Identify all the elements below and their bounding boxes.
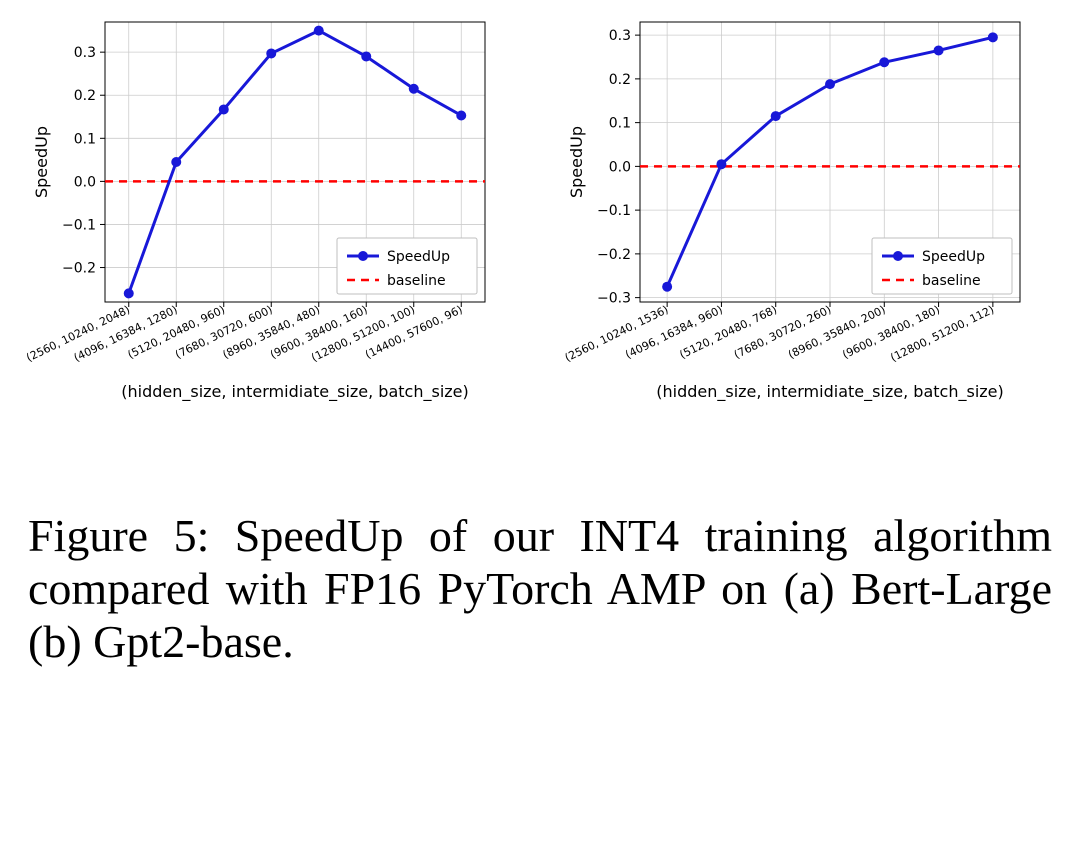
speedup-marker bbox=[771, 111, 781, 121]
speedup-marker bbox=[456, 110, 466, 120]
ytick-label: −0.1 bbox=[62, 217, 96, 233]
chart-a-cell: −0.2−0.10.00.10.20.3(2560, 10240, 2048)(… bbox=[20, 10, 525, 430]
speedup-marker bbox=[825, 79, 835, 89]
charts-row: −0.2−0.10.00.10.20.3(2560, 10240, 2048)(… bbox=[20, 10, 1060, 430]
ytick-label: 0.3 bbox=[609, 28, 631, 44]
speedup-marker bbox=[879, 57, 889, 67]
ytick-label: 0.0 bbox=[74, 174, 96, 190]
speedup-marker bbox=[716, 159, 726, 169]
speedup-marker bbox=[124, 288, 134, 298]
ytick-label: 0.2 bbox=[74, 88, 96, 104]
ytick-label: −0.3 bbox=[597, 291, 631, 307]
speedup-marker bbox=[409, 84, 419, 94]
speedup-marker bbox=[662, 282, 672, 292]
speedup-marker bbox=[171, 157, 181, 167]
legend-baseline-label: baseline bbox=[387, 273, 446, 289]
figure-wrap: −0.2−0.10.00.10.20.3(2560, 10240, 2048)(… bbox=[0, 0, 1080, 669]
speedup-marker bbox=[219, 104, 229, 114]
legend-speedup-label: SpeedUp bbox=[922, 249, 985, 265]
chart-b-cell: −0.3−0.2−0.10.00.10.20.3(2560, 10240, 15… bbox=[555, 10, 1060, 430]
xtick-label: (4096, 16384, 960) bbox=[623, 303, 724, 361]
x-axis-label: (hidden_size, intermidiate_size, batch_s… bbox=[121, 382, 469, 402]
ytick-label: −0.2 bbox=[597, 247, 631, 263]
speedup-marker bbox=[988, 32, 998, 42]
xtick-label: (7680, 30720, 260) bbox=[732, 303, 833, 361]
x-axis-label: (hidden_size, intermidiate_size, batch_s… bbox=[656, 382, 1004, 402]
y-axis-label: SpeedUp bbox=[32, 126, 51, 198]
legend-speedup-label: SpeedUp bbox=[387, 249, 450, 265]
y-axis-label: SpeedUp bbox=[567, 126, 586, 198]
xtick-label: (5120, 20480, 768) bbox=[678, 303, 779, 361]
speedup-marker bbox=[314, 26, 324, 36]
speedup-marker bbox=[266, 48, 276, 58]
legend-baseline-label: baseline bbox=[922, 273, 981, 289]
chart-b: −0.3−0.2−0.10.00.10.20.3(2560, 10240, 15… bbox=[555, 10, 1055, 430]
ytick-label: 0.0 bbox=[609, 159, 631, 175]
xtick-label: (8960, 35840, 200) bbox=[786, 303, 887, 361]
ytick-label: −0.2 bbox=[62, 261, 96, 277]
ytick-label: 0.2 bbox=[609, 72, 631, 88]
ytick-label: 0.1 bbox=[74, 131, 96, 147]
ytick-label: 0.1 bbox=[609, 116, 631, 132]
xtick-label: (12800, 51200, 112) bbox=[888, 303, 996, 364]
speedup-marker bbox=[934, 45, 944, 55]
chart-a: −0.2−0.10.00.10.20.3(2560, 10240, 2048)(… bbox=[20, 10, 520, 430]
ytick-label: −0.1 bbox=[597, 203, 631, 219]
ytick-label: 0.3 bbox=[74, 45, 96, 61]
figure-caption: Figure 5: SpeedUp of our INT4 training a… bbox=[20, 510, 1060, 669]
speedup-marker bbox=[361, 51, 371, 61]
